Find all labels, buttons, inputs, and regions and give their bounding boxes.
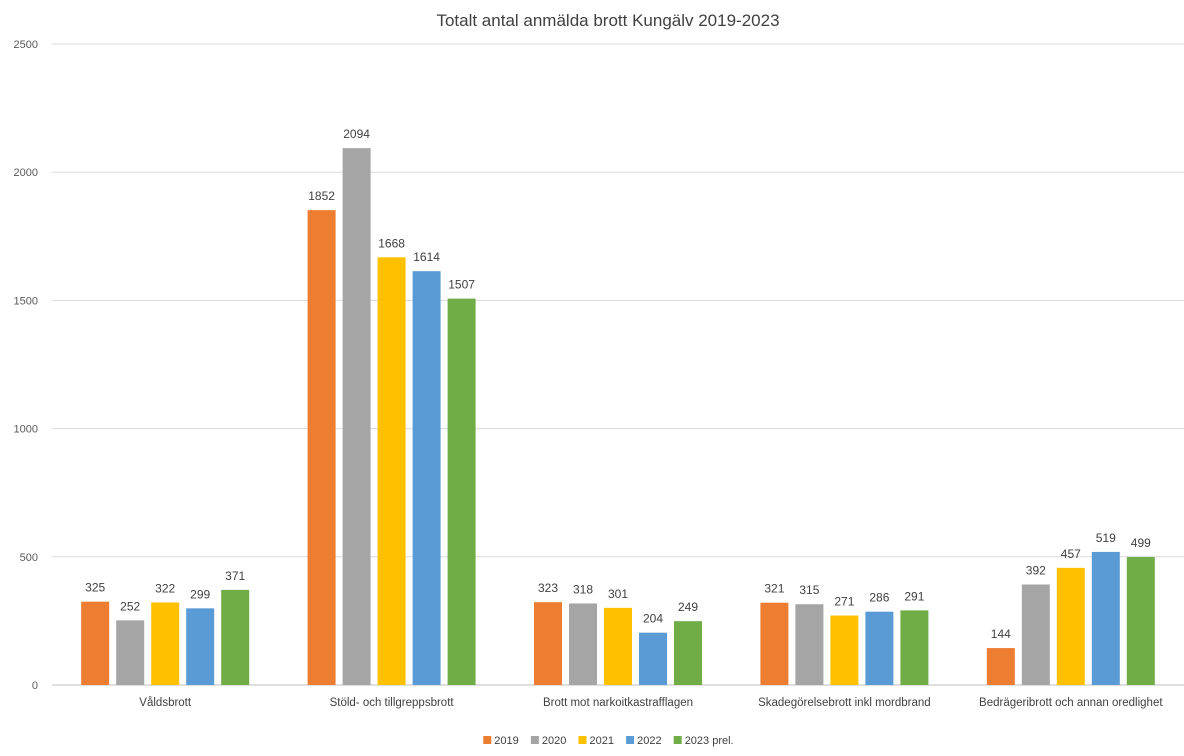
legend-label: 2023 prel. xyxy=(685,735,734,747)
x-axis-category-labels: Våldsbrott Stöld- och tillgreppsbrott Brot… xyxy=(139,697,1163,709)
bar xyxy=(186,608,215,685)
legend-item: 2023 prel. xyxy=(673,735,734,747)
legend-label: 2022 xyxy=(637,735,661,747)
x-category-label: Brott mot narkoitkastrafflagen xyxy=(543,697,693,709)
legend-item: 2021 xyxy=(578,735,614,747)
bars xyxy=(81,148,1155,686)
legend-swatch xyxy=(673,736,682,744)
y-tick-label: 1000 xyxy=(14,424,38,436)
data-label: 323 xyxy=(538,581,558,595)
legend-item: 2020 xyxy=(530,735,566,747)
bar xyxy=(116,620,145,685)
data-label: 1852 xyxy=(308,189,335,203)
x-category-label: Våldsbrott xyxy=(139,697,192,709)
data-label: 271 xyxy=(834,595,854,609)
bar xyxy=(1126,557,1155,685)
bar xyxy=(604,607,632,685)
y-tick-label: 1500 xyxy=(14,295,38,307)
bar xyxy=(447,298,476,685)
y-axis-tick-labels: 0 500 1000 1500 2000 2500 xyxy=(14,39,38,692)
bar xyxy=(377,257,406,685)
y-tick-label: 0 xyxy=(32,680,38,692)
data-label: 291 xyxy=(904,589,924,603)
legend-item: 2022 xyxy=(626,735,662,747)
bar xyxy=(534,602,562,685)
legend-swatch xyxy=(626,736,635,744)
legend-swatch xyxy=(483,736,492,744)
data-label: 392 xyxy=(1026,563,1046,577)
bar xyxy=(221,589,250,685)
data-label: 318 xyxy=(573,582,593,596)
bar xyxy=(342,148,371,686)
data-label: 1668 xyxy=(378,236,405,250)
legend-label: 2020 xyxy=(542,735,566,747)
data-label: 371 xyxy=(225,569,245,583)
x-category-label: Bedrägeribrott och annan oredlighet xyxy=(979,697,1163,709)
bar xyxy=(760,602,789,685)
data-label: 325 xyxy=(85,581,105,595)
bar xyxy=(569,603,597,685)
x-category-label: Skadegörelsebrott inkl mordbrand xyxy=(758,697,931,709)
bar xyxy=(151,602,180,685)
bar xyxy=(1056,567,1085,685)
bar xyxy=(81,601,110,685)
legend: 2019 2020 2021 2022 2023 prel. xyxy=(483,735,734,747)
data-label: 1614 xyxy=(413,250,440,264)
legend-swatch xyxy=(530,736,539,744)
data-label: 144 xyxy=(991,627,1011,641)
data-label: 249 xyxy=(678,600,698,614)
y-tick-label: 500 xyxy=(20,552,38,564)
chart-title: Totalt antal anmälda brott Kungälv 2019-… xyxy=(436,11,779,30)
data-labels: 325 252 322 299 371 1852 2094 1668 1614 1507 323 31… xyxy=(85,127,1151,641)
bar xyxy=(830,615,859,685)
y-tick-label: 2000 xyxy=(14,167,38,179)
bar xyxy=(986,648,1015,685)
bar xyxy=(639,632,667,685)
legend-item: 2019 xyxy=(483,735,519,747)
data-label: 321 xyxy=(764,582,784,596)
bar xyxy=(1021,584,1050,685)
bar xyxy=(900,610,929,685)
bar xyxy=(1091,551,1120,685)
data-label: 322 xyxy=(155,581,175,595)
data-label: 252 xyxy=(120,599,140,613)
data-label: 301 xyxy=(608,587,628,601)
data-label: 519 xyxy=(1096,531,1116,545)
data-label: 204 xyxy=(643,612,663,626)
bar xyxy=(412,271,441,685)
y-tick-label: 2500 xyxy=(14,39,38,51)
data-label: 1507 xyxy=(448,278,475,292)
data-label: 315 xyxy=(799,583,819,597)
bar xyxy=(865,611,894,685)
legend-label: 2021 xyxy=(590,735,614,747)
bar xyxy=(307,210,336,685)
legend-label: 2019 xyxy=(494,735,518,747)
bar xyxy=(795,604,824,685)
data-label: 286 xyxy=(869,591,889,605)
data-label: 299 xyxy=(190,587,210,601)
x-category-label: Stöld- och tillgreppsbrott xyxy=(330,697,455,709)
data-label: 457 xyxy=(1061,547,1081,561)
bar xyxy=(674,621,702,685)
data-label: 499 xyxy=(1131,536,1151,550)
legend-swatch xyxy=(578,736,587,744)
data-label: 2094 xyxy=(343,127,370,141)
